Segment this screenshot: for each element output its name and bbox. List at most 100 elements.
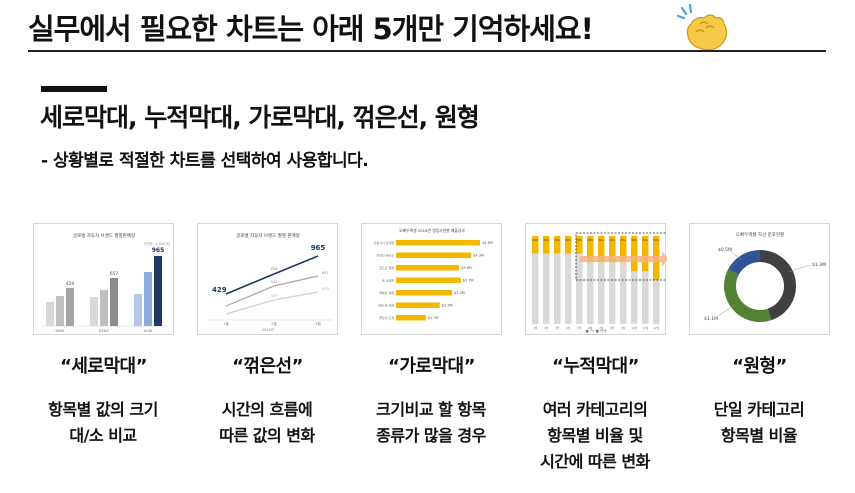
bar-segment	[598, 236, 605, 263]
bar-chart-thumbnail: 오빠두엑셀 2018년 영업사원별 매출성과 프랑사사 토끼문 $4.8M 미어킨 …	[374, 228, 493, 321]
legend: ■ TV ■ 판매	[586, 328, 607, 333]
tick-label: 10월	[631, 326, 637, 330]
card-column-chart: 글로벌 자동차 브랜드 월별판매량 (단위 : 1,000개) 429 657 …	[33, 223, 174, 335]
data-label: 534	[271, 280, 278, 284]
data-label: 30%	[598, 238, 604, 242]
thumb-title: 글로벌 자동차 브랜드 월별 판매량	[236, 232, 300, 239]
data-label: 323	[271, 294, 278, 298]
tick-label: 3월	[315, 321, 320, 326]
data-label: $1.3M	[812, 262, 826, 268]
tick-label: 4월	[566, 326, 571, 330]
bar-segment	[598, 262, 605, 324]
bar	[396, 240, 480, 246]
column-chart-thumbnail: 글로벌 자동차 브랜드 월별판매량 (단위 : 1,000개) 429 657 …	[42, 232, 171, 333]
bar-segment	[554, 253, 561, 324]
card-caption-bar: 크기비교 할 항목 종류가 많을 경우	[376, 400, 486, 445]
card-label-line: “꺾은선”	[232, 356, 303, 377]
data-label: 729	[271, 267, 278, 271]
tick-label: 1월	[223, 321, 228, 326]
data-label: 20%	[532, 238, 538, 242]
data-label: $3.6M	[461, 266, 472, 270]
bar-segment	[609, 262, 616, 324]
leader-line	[717, 303, 737, 317]
bar-segment	[620, 236, 627, 263]
data-label: $4.3M	[473, 254, 484, 258]
thumb-title: 오빠두엑셀 2018년 영업사원별 매출성과	[399, 228, 465, 233]
data-label: $2.5M	[442, 304, 453, 308]
data-label: 965	[152, 247, 165, 254]
bar-segment	[642, 236, 649, 272]
tick-label: 5월	[577, 326, 582, 330]
card-bar-chart: 오빠두엑셀 2018년 영업사원별 매출성과 프랑사사 토끼문 $4.8M 미어킨 …	[361, 223, 502, 335]
bar-segment	[576, 236, 583, 254]
tick-label: 2월	[544, 326, 549, 330]
data-label: 20%	[565, 238, 571, 242]
bar	[90, 297, 98, 326]
bar	[144, 272, 152, 326]
data-label: 20%	[554, 238, 560, 242]
card-caption-line: 시간의 흐름에 따른 값의 변화	[219, 400, 315, 445]
card-line-chart: 글로벌 자동차 브랜드 월별 판매량 429 965 729 534 323 6…	[197, 223, 338, 335]
card-label-stacked: “누적막대”	[552, 356, 639, 377]
data-label: $0.5M	[718, 247, 732, 253]
pie-slice	[728, 250, 761, 276]
series-line	[225, 291, 319, 315]
bar-segment	[565, 253, 572, 324]
bar-segment	[576, 253, 583, 324]
bar-segment	[631, 236, 638, 272]
page-title: 실무에서 필요한 차트는 아래 5개만 기억하세요!	[28, 12, 594, 46]
tick-label: 엑셀로 롤론	[379, 290, 394, 295]
bar-segment	[554, 236, 561, 254]
tick-label: BENZ	[99, 329, 109, 333]
tick-label: AUDI	[144, 329, 153, 333]
section-accent-bar	[41, 86, 107, 92]
tick-label: 프랑사사 토끼문	[374, 240, 395, 245]
data-label: 30%	[609, 238, 615, 242]
data-label: $1.1M	[704, 316, 718, 322]
data-label: 30%	[620, 238, 626, 242]
bar-segment	[642, 271, 649, 324]
bar-segment	[609, 236, 616, 263]
bar	[396, 315, 426, 321]
data-label: 40%	[642, 238, 648, 242]
card-label-pie: “원형”	[732, 356, 787, 377]
card-caption-pie: 단일 카테고리 항목별 비율	[713, 400, 805, 445]
series-line	[225, 255, 319, 295]
bar-segment	[565, 236, 572, 254]
bar	[396, 290, 452, 296]
tick-label: 2월	[271, 321, 276, 326]
bar-segment	[653, 280, 660, 324]
bar-segment	[587, 262, 594, 324]
tick-label: 미어킨 케어스	[376, 253, 394, 258]
highlight-box	[575, 232, 667, 281]
tick-label: 손 코코몬	[382, 278, 394, 283]
tick-label: 12월	[653, 326, 659, 330]
tick-label: 7월	[599, 326, 604, 330]
clapping-hands-icon	[676, 4, 728, 51]
data-label: 429	[322, 287, 329, 291]
bar-segment	[532, 253, 539, 324]
tick-label: 11월	[642, 326, 648, 330]
tick-label: 9월	[621, 326, 626, 330]
tick-label: 8월	[610, 326, 615, 330]
leader-line	[729, 250, 743, 261]
title-divider	[28, 50, 826, 52]
leader-line	[787, 264, 811, 273]
bar	[396, 265, 459, 271]
tick-label: 대한 민 국한	[378, 303, 394, 308]
tick-label: 2015년	[262, 327, 274, 332]
data-label: 20%	[543, 238, 549, 242]
bar-segment	[620, 262, 627, 324]
card-stacked-chart: 20% 1월 20% 2월 20% 3월 20% 4월 20% 5월 30% 6월 30% 7월 30% 8월…	[525, 223, 667, 335]
bar-segment	[631, 271, 638, 324]
tick-label: 1월	[533, 326, 538, 330]
trend-arrow	[580, 251, 667, 267]
tick-label: 플로이 조세	[379, 315, 394, 320]
data-label: $1.7M	[428, 316, 439, 320]
data-label: 20%	[576, 238, 582, 242]
bar	[396, 302, 440, 308]
thumb-unit: (단위 : 1,000개)	[144, 241, 170, 246]
card-caption-column: 항목별 값의 크기 대/소 비교	[48, 400, 158, 445]
bar	[396, 277, 461, 283]
series-line	[225, 275, 319, 307]
